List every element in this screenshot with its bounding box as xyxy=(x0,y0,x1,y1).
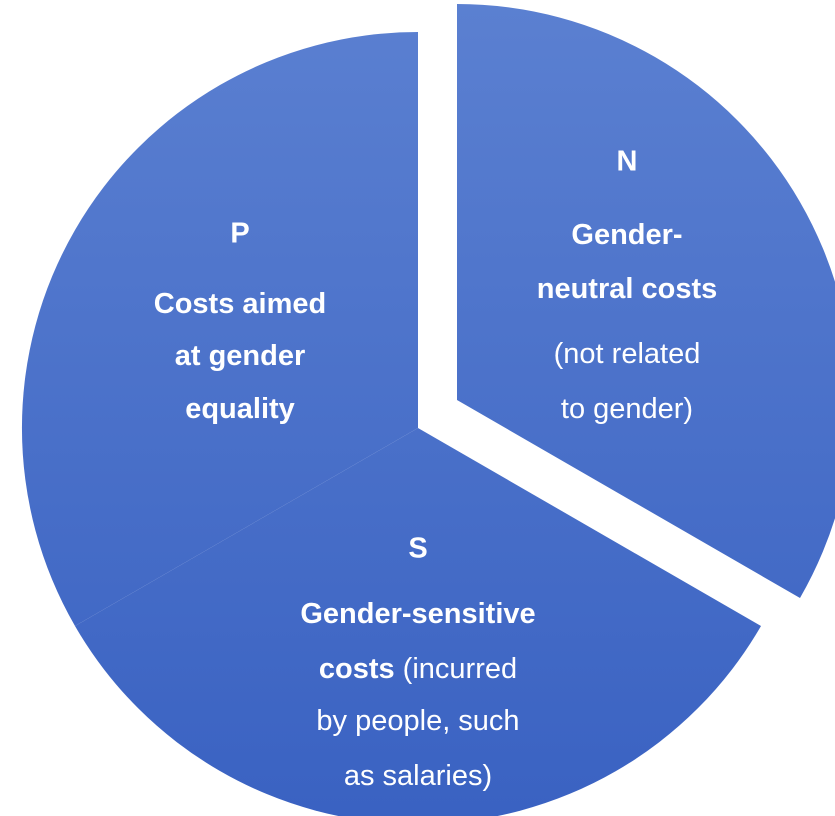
segment-line: Gender-sensitive xyxy=(300,598,535,630)
segment-code: N xyxy=(617,146,638,178)
text-run: Gender- xyxy=(571,219,682,251)
text-run: at gender xyxy=(175,340,306,372)
text-run: equality xyxy=(185,393,295,425)
segment-line: as salaries) xyxy=(344,760,492,792)
segment-code: S xyxy=(408,533,427,565)
text-run: neutral costs xyxy=(537,273,718,305)
segment-line: costs (incurred xyxy=(319,653,517,685)
labels: P Costs aimed at gender equality N Gender-neu… xyxy=(154,146,717,792)
segment-line: by people, such xyxy=(316,705,519,737)
text-run: Gender-sensitive xyxy=(300,598,535,630)
text-run: to gender) xyxy=(561,393,693,425)
segment-line: equality xyxy=(185,393,295,425)
segment-line: at gender xyxy=(175,340,306,372)
text-run: (incurred xyxy=(395,653,518,685)
segment-line: Gender- xyxy=(571,219,682,251)
text-run: by people, such xyxy=(316,705,519,737)
text-run: costs xyxy=(319,653,395,685)
segment-p xyxy=(21,31,419,626)
segment-line: to gender) xyxy=(561,393,693,425)
segment-n xyxy=(457,4,835,598)
text-run: (not related xyxy=(554,338,701,370)
segment-s xyxy=(75,428,761,816)
segment-line: Costs aimed xyxy=(154,288,326,320)
segment-line: (not related xyxy=(554,338,701,370)
text-run: Costs aimed xyxy=(154,288,326,320)
text-run: as salaries) xyxy=(344,760,492,792)
segment-code: P xyxy=(230,218,249,250)
segment-line: neutral costs xyxy=(537,273,718,305)
